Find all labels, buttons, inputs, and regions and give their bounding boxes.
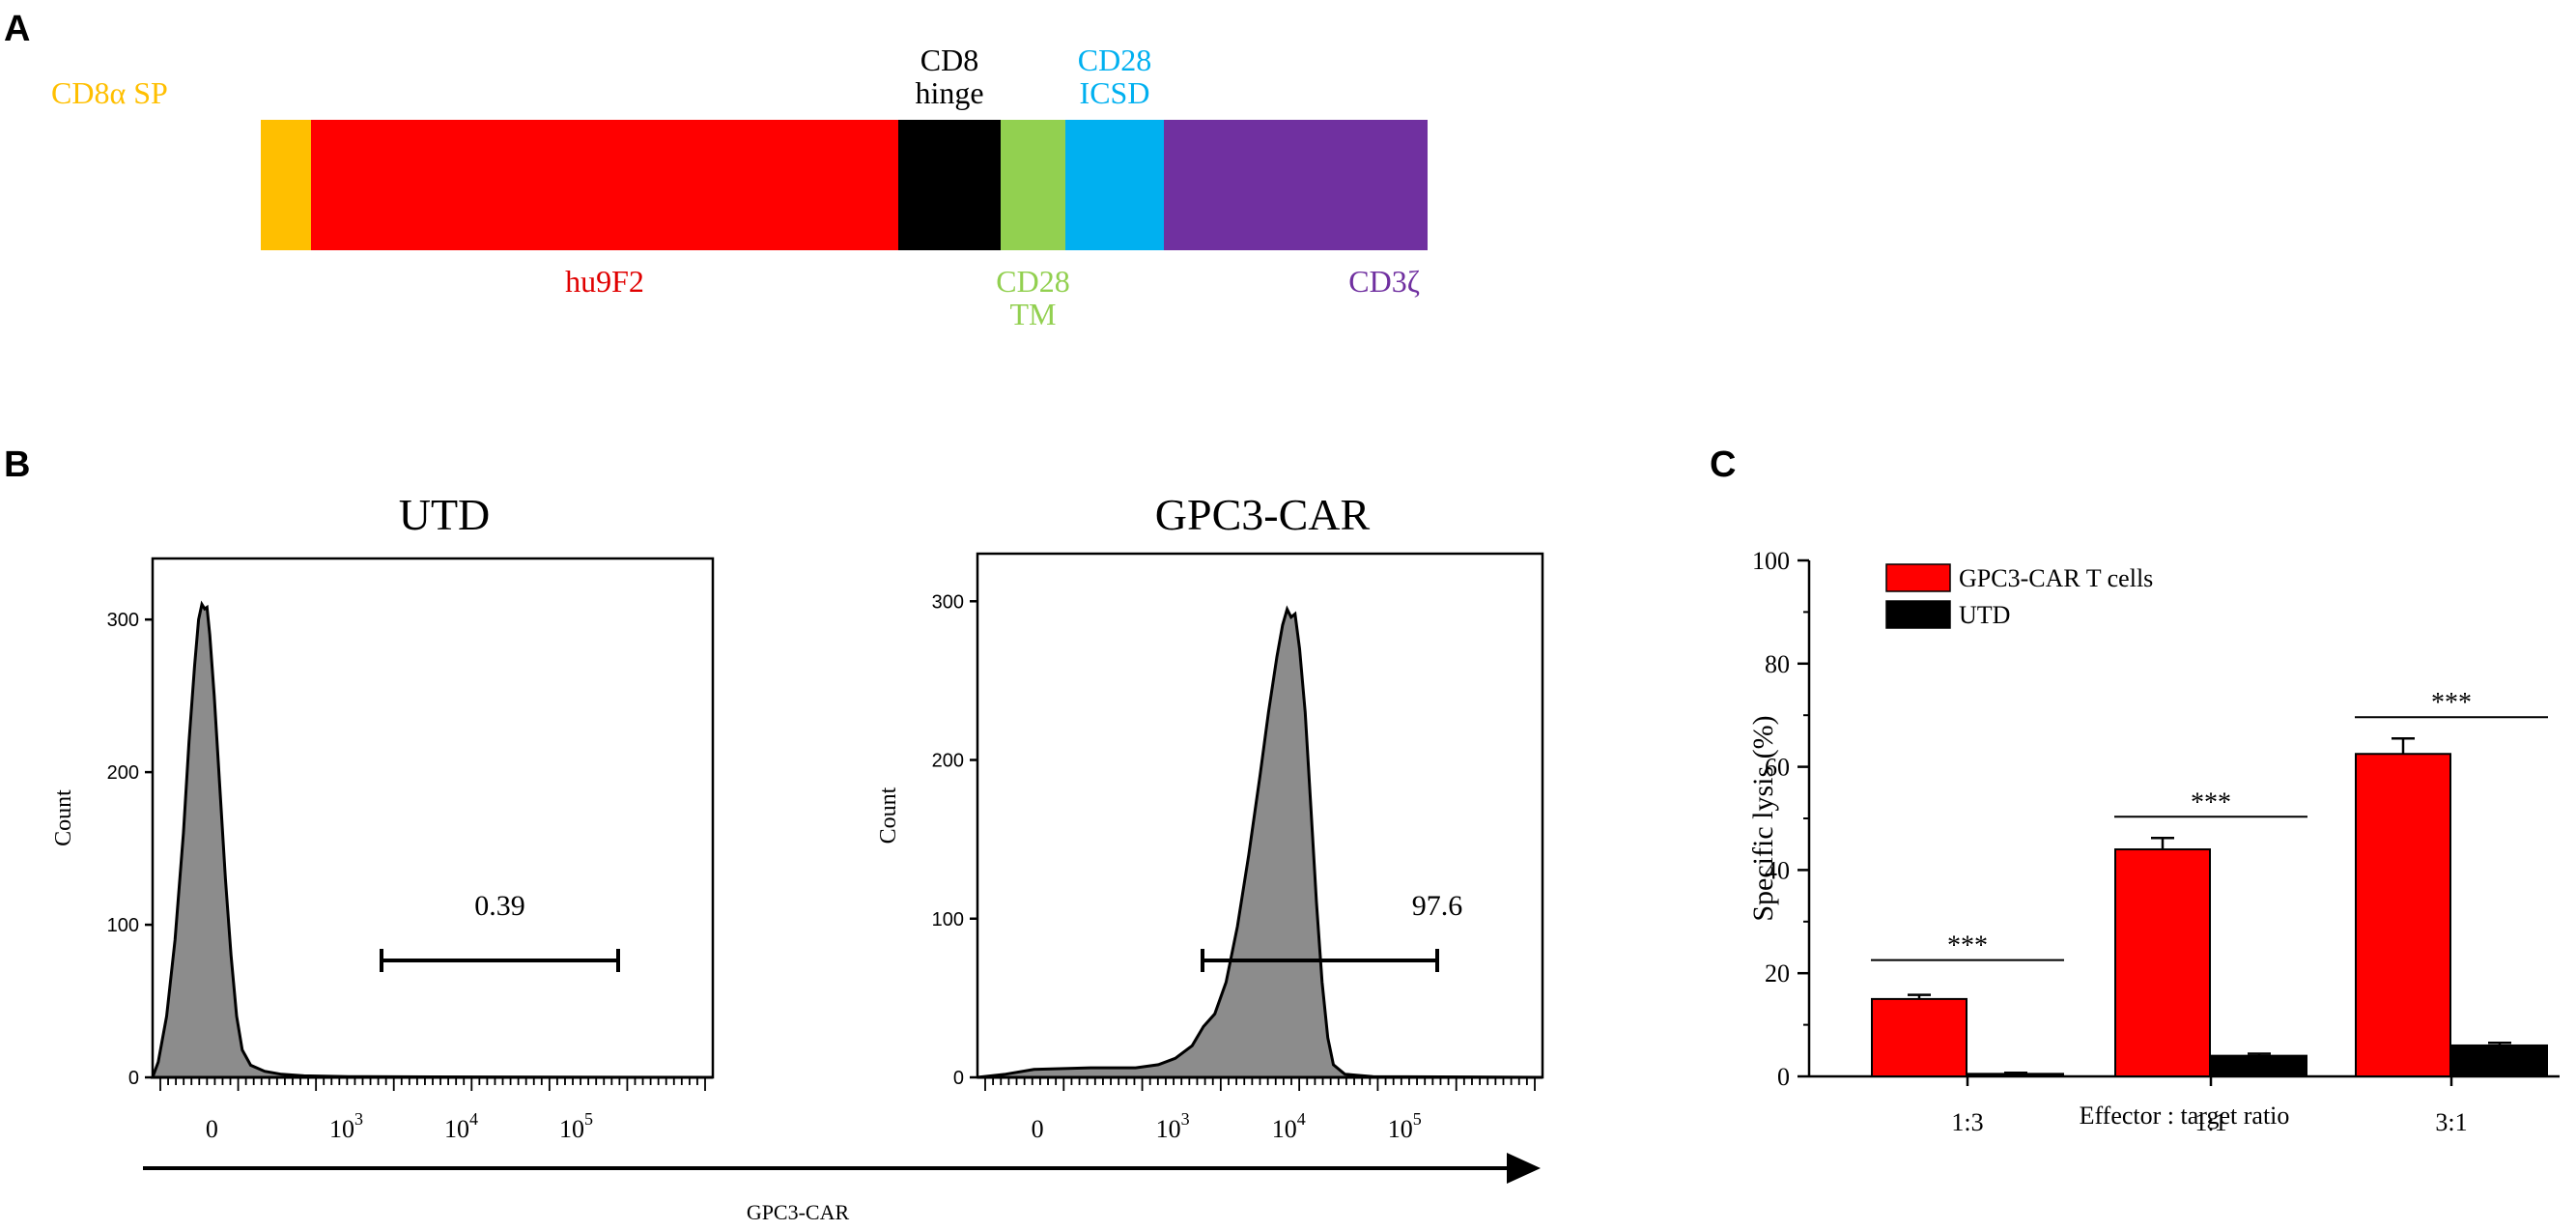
segment-cd28-icsd — [1065, 120, 1164, 250]
y-axis-label: Count — [876, 787, 901, 844]
y-tick-label: 300 — [107, 610, 139, 631]
flow-plot-title: UTD — [399, 490, 491, 539]
panel-letter-b: B — [4, 444, 30, 485]
bar-gpc3-car-3-1 — [2355, 753, 2451, 1077]
y-axis-label: Count — [51, 789, 76, 846]
segment-label: hu9F2 — [565, 264, 644, 299]
flow-plot-utd: UTD 0 100 200 300 Count 0 103 104 105 0.39 — [51, 490, 715, 1143]
segment-label: CD3ζ — [1348, 264, 1420, 299]
legend-swatch — [1885, 563, 1951, 592]
y-tick-label: 200 — [932, 751, 964, 772]
y-tick-label: 0 — [1777, 1063, 1790, 1091]
x-tick-label: 3:1 — [2435, 1108, 2467, 1136]
x-tick-label: 103 — [1156, 1109, 1190, 1143]
segment-cd28-tm — [1001, 120, 1065, 250]
panel-letter-a: A — [4, 9, 30, 49]
y-tick-label: 20 — [1765, 959, 1790, 988]
bar-utd-1-1 — [2211, 1054, 2307, 1078]
y-tick-label: 0 — [128, 1068, 139, 1089]
x-tick-label: 1:3 — [1951, 1108, 1983, 1136]
y-tick-label: 300 — [932, 591, 964, 613]
segment-label: ICSD — [1080, 75, 1150, 110]
segment-cd3- — [1164, 120, 1428, 250]
significance-marker: *** — [2431, 688, 2472, 718]
segment-hu9f2 — [311, 120, 898, 250]
histogram-curve — [977, 605, 1543, 1079]
flow-plot-title: GPC3-CAR — [1155, 490, 1371, 539]
y-tick-label: 80 — [1765, 650, 1790, 678]
y-axis-label: Specific lysis (%) — [1747, 715, 1779, 921]
y-tick-label: 40 — [1765, 856, 1790, 884]
flow-plot-gpc3-car: GPC3-CAR 0 100 200 300 Count 0 103 104 105 97.6 — [876, 490, 1544, 1143]
segment-label: CD8 — [920, 43, 978, 77]
y-tick-label: 100 — [932, 909, 964, 930]
lysis-bar-chart: 0 20 40 60 80 100 Specific lysis (%) 1:3 *** 1:1 *… — [1747, 547, 2560, 1136]
histogram-curve — [150, 600, 714, 1079]
segment-label: CD8α SP — [51, 75, 168, 110]
gate-percentage: 97.6 — [1412, 890, 1463, 922]
x-tick-label: 103 — [329, 1109, 363, 1143]
segment-label: CD28 — [1078, 43, 1151, 77]
legend-swatch — [1885, 600, 1951, 629]
bar-gpc3-car-1-1 — [2114, 848, 2211, 1077]
segment-label: hinge — [915, 75, 983, 110]
significance-marker: *** — [1947, 931, 1988, 961]
y-tick-label: 60 — [1765, 754, 1790, 782]
y-tick-label: 0 — [953, 1068, 964, 1089]
x-tick-label: 104 — [1272, 1109, 1306, 1143]
segment-label: TM — [1010, 297, 1057, 331]
bar-gpc3-car-1-3 — [1871, 997, 1967, 1078]
legend-label: UTD — [1959, 601, 2010, 629]
flow-cytometry-panel: UTD 0 100 200 300 Count 0 103 104 105 0.39 GPC3-CA… — [51, 490, 1544, 1224]
x-axis-label: Effector : target ratio — [2080, 1102, 2290, 1130]
bar-utd-3-1 — [2451, 1044, 2548, 1077]
bar-utd-1-3 — [1967, 1073, 2064, 1077]
x-tick-label: 0 — [1032, 1115, 1044, 1143]
panel-letter-c: C — [1710, 444, 1736, 485]
x-tick-label: 104 — [444, 1109, 478, 1143]
segment-cd8-sp — [261, 120, 311, 250]
plot-frame — [151, 557, 715, 1079]
segment-label: CD28 — [996, 264, 1069, 299]
x-tick-label: 0 — [206, 1115, 218, 1143]
legend-label: GPC3-CAR T cells — [1959, 564, 2153, 592]
x-tick-label: 105 — [1388, 1109, 1422, 1143]
segment-cd8-hinge — [898, 120, 1001, 250]
x-axis-arrow-head — [1507, 1153, 1541, 1184]
x-tick-label: 105 — [559, 1109, 593, 1143]
y-tick-label: 200 — [107, 762, 139, 784]
y-tick-label: 100 — [1752, 547, 1790, 575]
x-tick-label: 1:1 — [2194, 1108, 2226, 1136]
significance-marker: *** — [2191, 787, 2231, 817]
y-tick-label: 100 — [107, 915, 139, 936]
flow-x-axis-label: GPC3-CAR — [747, 1200, 850, 1224]
gate-percentage: 0.39 — [474, 890, 525, 922]
